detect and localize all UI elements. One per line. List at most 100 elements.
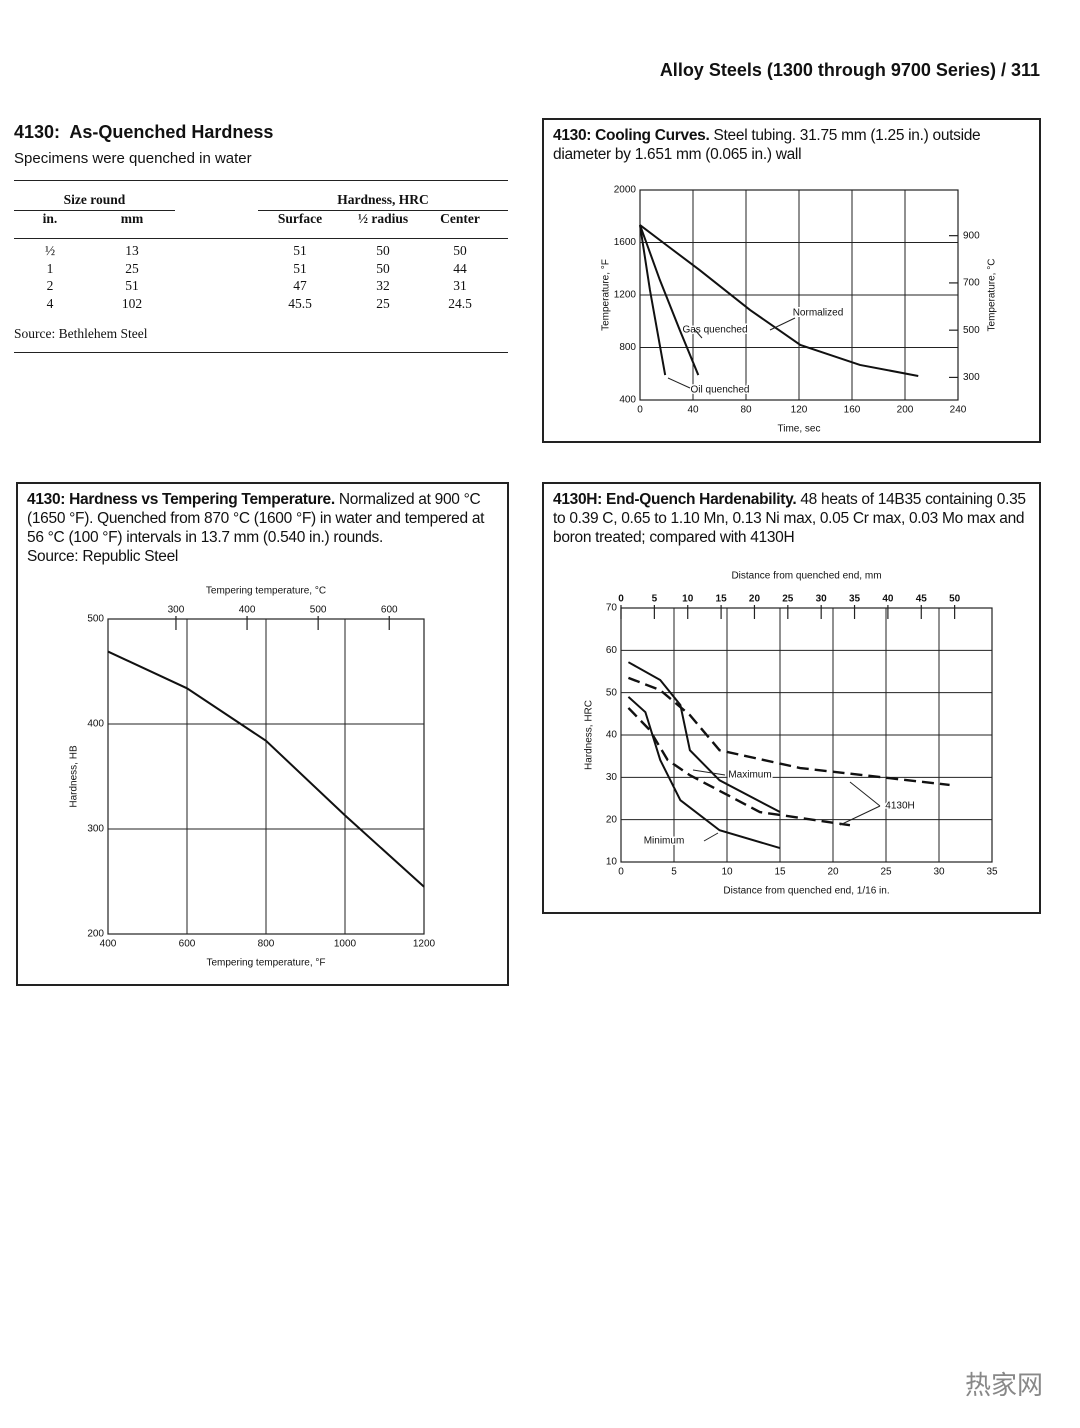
caption-text: Normalized at 900 °C (1650 °F). Quenched… [27,491,485,546]
x-tick-label: 35 [986,867,998,878]
chart-box: 4130H: End-Quench Hardenability. 48 heat… [542,482,1041,914]
y-tick-label: 10 [606,857,618,868]
table-cell: 13 [125,243,139,258]
curve [107,650,425,888]
table-cell: 51 [293,243,307,258]
x-axis-label: Tempering temperature, °F [206,958,325,969]
y-tick-label: 40 [606,730,618,741]
y-tick-label: 400 [619,395,636,406]
caption-title: 4130: Hardness vs Tempering Temperature. [27,491,335,508]
leader-line [694,329,703,339]
caption-title: 4130: Cooling Curves. [553,127,710,144]
y-tick-label: 300 [87,824,104,835]
caption-title: 4130H: End-Quench Hardenability. [553,491,797,508]
x2-tick-label: 50 [949,594,961,605]
table-rule [14,238,508,239]
column-header: mm [120,211,144,226]
table-cell: ½ [44,243,56,258]
x2-tick-label: 30 [816,594,828,605]
section-subtitle: Specimens were quenched in water [14,150,252,167]
table-rule [14,180,508,181]
x-tick-label: 800 [258,939,275,950]
y-tick-label: 200 [87,929,104,940]
section-title: 4130: As-Quenched Hardness [14,122,274,142]
y2-tick-label: 500 [963,325,980,336]
y2-tick-label: 900 [963,230,980,241]
x2-tick-label: 500 [310,605,327,616]
x-tick-label: 400 [100,939,117,950]
series-label: Normalized [793,308,844,319]
caption-source: Source: Republic Steel [27,548,179,565]
y-tick-label: 70 [606,603,618,614]
x2-tick-label: 40 [882,594,894,605]
y-tick-label: 60 [606,645,618,656]
column-header: in. [42,211,58,226]
x-tick-label: 15 [774,867,786,878]
table-cell: 51 [293,260,307,276]
x-axis-label: Distance from quenched end, 1/16 in. [723,886,889,897]
y-axis-label: Temperature, °F [601,259,612,331]
caption: 4130H: End-Quench Hardenability. 48 heat… [544,484,1039,553]
table-cell: 51 [125,278,139,293]
x2-tick-label: 45 [916,594,928,605]
x2-tick-label: 20 [749,594,761,605]
x2-tick-label: 300 [168,605,185,616]
annotation: 4130H [885,801,914,812]
x-tick-label: 200 [897,405,914,416]
table-cell: 102 [121,295,143,311]
column-header: Surface [277,211,323,226]
curve [639,224,700,376]
leader-line [703,832,719,842]
x2-tick-label: 600 [381,605,398,616]
table-cell: 45.5 [288,295,312,311]
table-cell: 44 [453,260,467,276]
x-tick-label: 5 [671,867,677,878]
y-tick-label: 1200 [614,290,637,301]
table-rule [14,352,508,353]
curve [639,224,667,376]
y-tick-label: 800 [619,342,636,353]
table-cell: 32 [376,278,390,293]
y-tick-label: 50 [606,687,618,698]
y-tick-label: 30 [606,772,618,783]
caption-text: Steel tubing. 31.75 mm (1.25 in.) outsid… [553,127,981,163]
curve [627,676,950,787]
x-tick-label: 240 [950,405,967,416]
y2-tick-label: 300 [963,372,980,383]
x2-tick-label: 0 [618,594,624,605]
table-source: Source: Bethlehem Steel [14,326,148,341]
table-cell: 50 [376,243,390,258]
series-label: Gas quenched [682,325,747,336]
group-header: Hardness, HRC [337,192,429,207]
table-cell: 1 [46,260,54,276]
table-cell: 50 [376,260,390,276]
x-tick-label: 80 [740,405,752,416]
table-rule [258,210,508,211]
annotation: Minimum [644,836,685,847]
y2-axis-label: Temperature, °C [987,259,998,332]
y-tick-label: 20 [606,814,618,825]
x-tick-label: 120 [791,405,808,416]
table-cell: 25 [376,295,390,311]
series-label: Oil quenched [691,385,750,396]
x-tick-label: 0 [637,405,643,416]
x-tick-label: 40 [687,405,699,416]
column-header: ½ radius [357,211,409,226]
chart-box: 4130: Hardness vs Tempering Temperature.… [16,482,509,986]
group-header: Size round [63,192,126,207]
x-tick-label: 10 [721,867,733,878]
table-cell: 25 [125,260,139,276]
x2-tick-label: 25 [782,594,794,605]
leader-line [849,781,881,807]
caption: 4130: Hardness vs Tempering Temperature.… [18,484,507,572]
y-tick-label: 400 [87,719,104,730]
x-tick-label: 25 [880,867,892,878]
curve [627,696,781,849]
curve [627,707,851,827]
x-tick-label: 1200 [413,939,436,950]
x2-tick-label: 5 [652,594,658,605]
x-tick-label: 600 [179,939,196,950]
caption-text: 48 heats of 14B35 containing 0.35 to 0.3… [553,491,1026,546]
leader-line [769,317,796,331]
table-cell: 31 [453,278,467,293]
